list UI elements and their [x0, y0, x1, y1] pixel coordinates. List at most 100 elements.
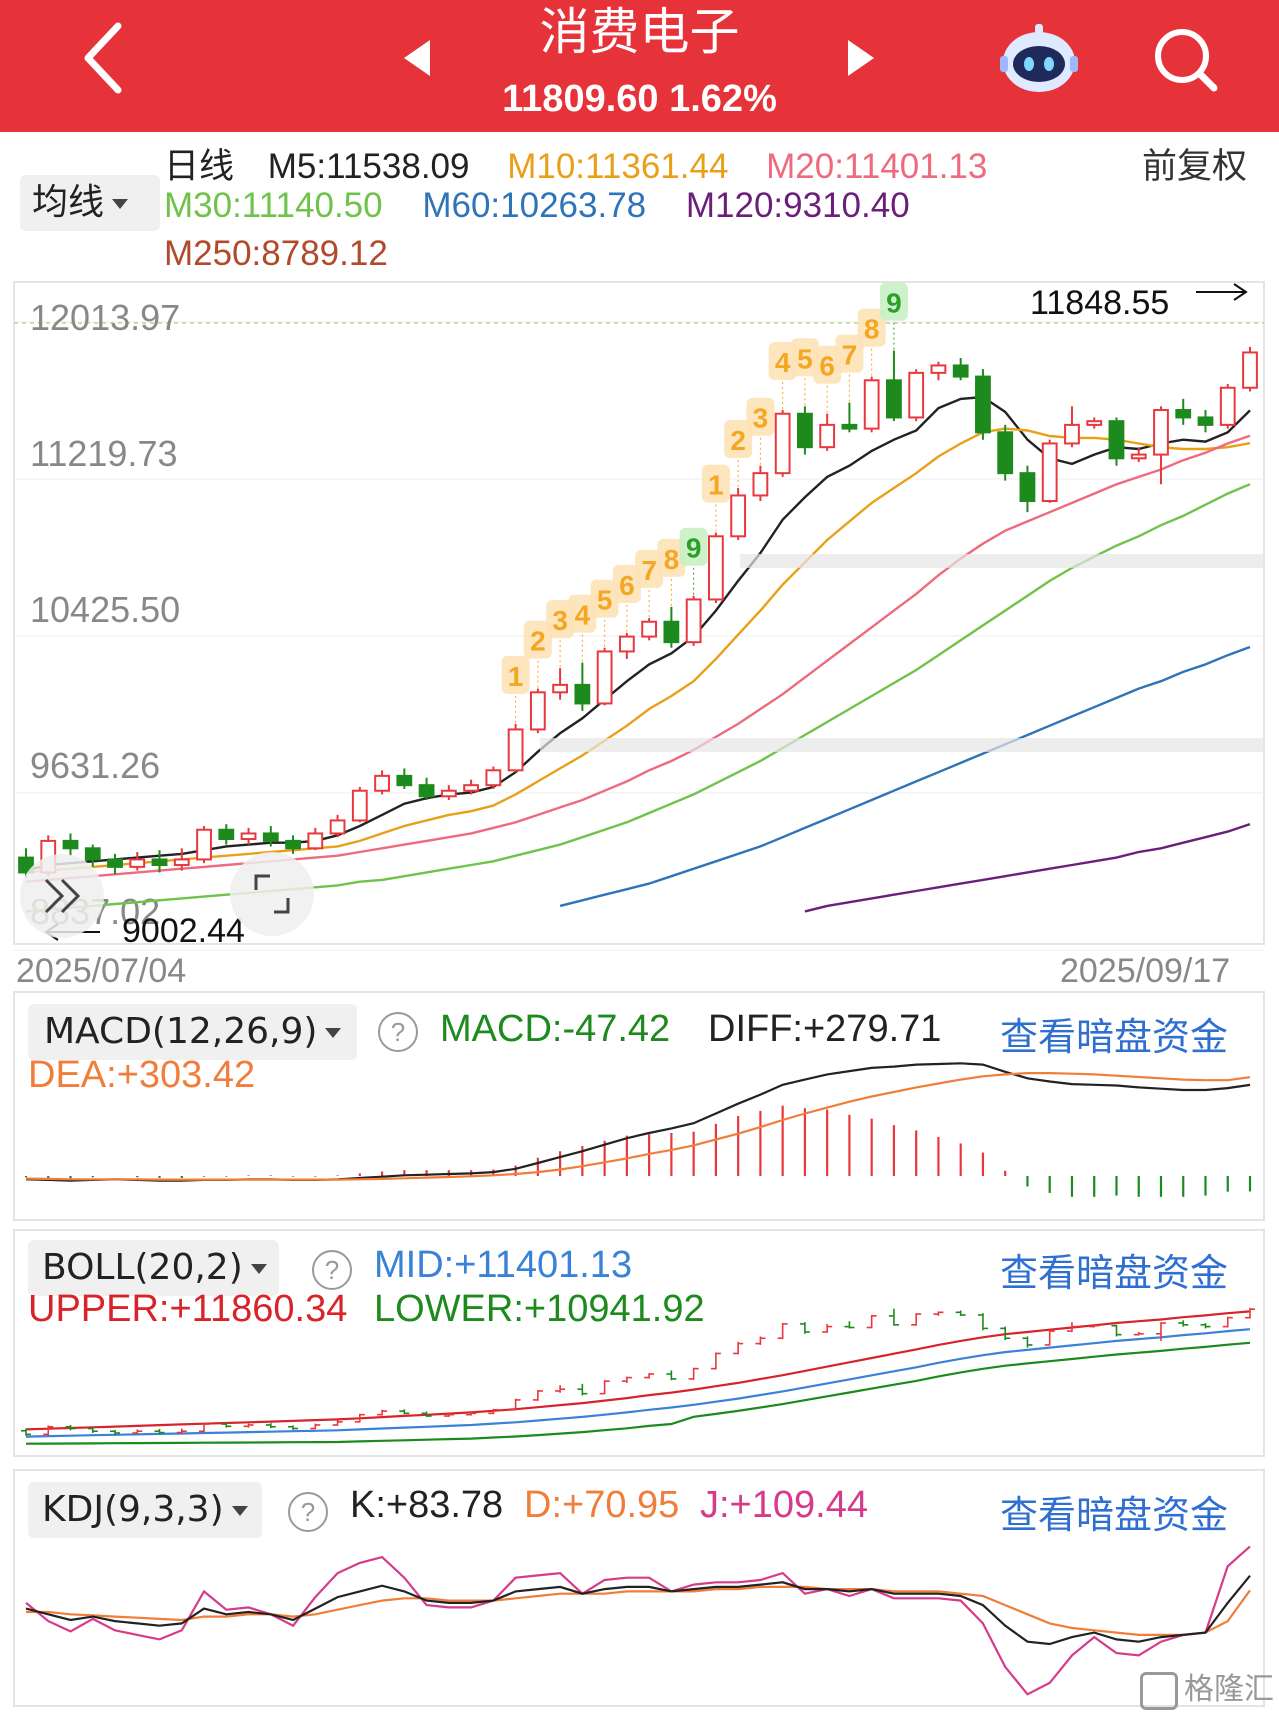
candle [596, 647, 613, 706]
candle [463, 779, 479, 795]
td-badge-label: 6 [819, 351, 835, 382]
kdj-title: KDJ(9,3,3) [42, 1489, 224, 1530]
candle-body [1219, 386, 1236, 426]
candle-body [952, 364, 969, 378]
td-badge-bg [724, 420, 753, 459]
kdj-d-line [26, 1585, 1251, 1636]
help-icon[interactable]: ? [288, 1492, 328, 1532]
collapse-button [20, 854, 104, 938]
support-band [540, 738, 1264, 752]
td-badge-label: 3 [552, 605, 568, 636]
m60-value: M60:10263.78 [422, 186, 647, 225]
search-icon[interactable] [1150, 22, 1220, 96]
period-label: 日线 [164, 147, 235, 186]
candle [574, 662, 591, 711]
td-badge: 5 [790, 338, 819, 407]
y-axis-label: 11219.73 [30, 433, 177, 474]
td-badge: 3 [546, 600, 575, 669]
candle [997, 424, 1014, 481]
candle-body [1175, 409, 1192, 419]
m10-value: M10:11361.44 [507, 147, 729, 186]
candle [819, 413, 836, 451]
candle [196, 826, 212, 864]
ma-dropdown[interactable]: 均线 [20, 175, 160, 231]
watermark-logo-icon [1140, 1671, 1178, 1710]
candle-body [975, 375, 991, 434]
restore-label[interactable]: 前复权 [1142, 147, 1248, 186]
candle-body [173, 858, 190, 867]
kdj-d-value: D:+70.95 [524, 1484, 680, 1526]
kdj-dropdown[interactable]: KDJ(9,3,3) [28, 1482, 262, 1538]
ma-line-m20 [25, 434, 1251, 883]
candle-body [440, 789, 457, 798]
candle [908, 369, 925, 422]
td-badge: 4 [568, 594, 597, 663]
td-badge-bg [813, 345, 842, 384]
help-icon[interactable]: ? [312, 1250, 352, 1290]
candle-body [863, 379, 880, 430]
candle-body [529, 691, 546, 731]
candle [396, 768, 413, 789]
page-title: 消费电子 [539, 3, 740, 61]
dark-pool-link-macd[interactable]: 查看暗盘资金 [1000, 1015, 1229, 1059]
candle-body [285, 839, 301, 850]
td-badge: 3 [746, 397, 775, 466]
candle [84, 844, 101, 867]
right-arrow-icon [1196, 283, 1248, 301]
candle [841, 402, 858, 433]
diff-value: DIFF:+279.71 [708, 1008, 942, 1050]
candle-body [908, 371, 925, 419]
td-badge-bg [546, 600, 575, 639]
candle-body [1041, 442, 1058, 503]
candle [1086, 417, 1103, 429]
candle-body [18, 856, 34, 874]
next-sector-icon[interactable] [848, 40, 874, 76]
td-badge-bg [879, 282, 908, 321]
candle-body [262, 832, 279, 842]
td-badge: 1 [701, 464, 730, 533]
candle-body [329, 819, 346, 835]
candle-body [396, 774, 413, 787]
td-badge-bg [679, 527, 708, 566]
td-badge-bg [590, 579, 619, 618]
td-badge-label: 9 [686, 533, 702, 564]
candle [707, 532, 724, 604]
candle-body [1153, 409, 1169, 456]
kdj-j-value: J:+109.44 [700, 1484, 868, 1526]
dark-pool-link-boll[interactable]: 查看暗盘资金 [1000, 1251, 1229, 1295]
candle [1041, 439, 1058, 503]
candle [1242, 346, 1258, 392]
robot-assistant-icon[interactable] [998, 20, 1080, 96]
td-badge-bg [768, 342, 797, 381]
td-badge-label: 5 [797, 343, 813, 374]
td-badge-bg [612, 564, 641, 603]
support-band [740, 554, 1264, 568]
td-badge-bg [835, 334, 864, 373]
td-badge-label: 4 [775, 347, 791, 378]
kdj-j-line [25, 1545, 1251, 1696]
dark-pool-link-kdj[interactable]: 查看暗盘资金 [1000, 1493, 1229, 1537]
chevron-down-icon [325, 1028, 342, 1038]
m120-value: M120:9310.40 [685, 186, 910, 225]
kdj-k-value: K:+83.78 [350, 1484, 504, 1526]
td-badge-bg [568, 594, 597, 633]
boll-upper-value: UPPER:+11860.34 [28, 1288, 348, 1330]
prev-sector-icon[interactable] [404, 40, 430, 76]
candle [507, 723, 524, 773]
candle-body [685, 598, 702, 644]
td-badge: 8 [657, 538, 686, 607]
price-change: 11809.60 1.62% [0, 78, 1279, 121]
left-arrow-icon [44, 923, 100, 941]
help-icon[interactable]: ? [378, 1012, 418, 1052]
macd-dropdown[interactable]: MACD(12,26,9) [28, 1004, 358, 1060]
max-price-marker: 11848.55 [1030, 284, 1169, 322]
back-arrow-icon[interactable] [70, 18, 140, 98]
candle-body [730, 494, 747, 538]
candle-body [218, 828, 235, 841]
candle-body [129, 858, 146, 868]
candle [797, 406, 813, 455]
candle [552, 668, 569, 700]
m5-value: M5:11538.09 [267, 147, 470, 186]
ma-line-m30 [25, 483, 1251, 913]
candle-body [1019, 472, 1036, 503]
